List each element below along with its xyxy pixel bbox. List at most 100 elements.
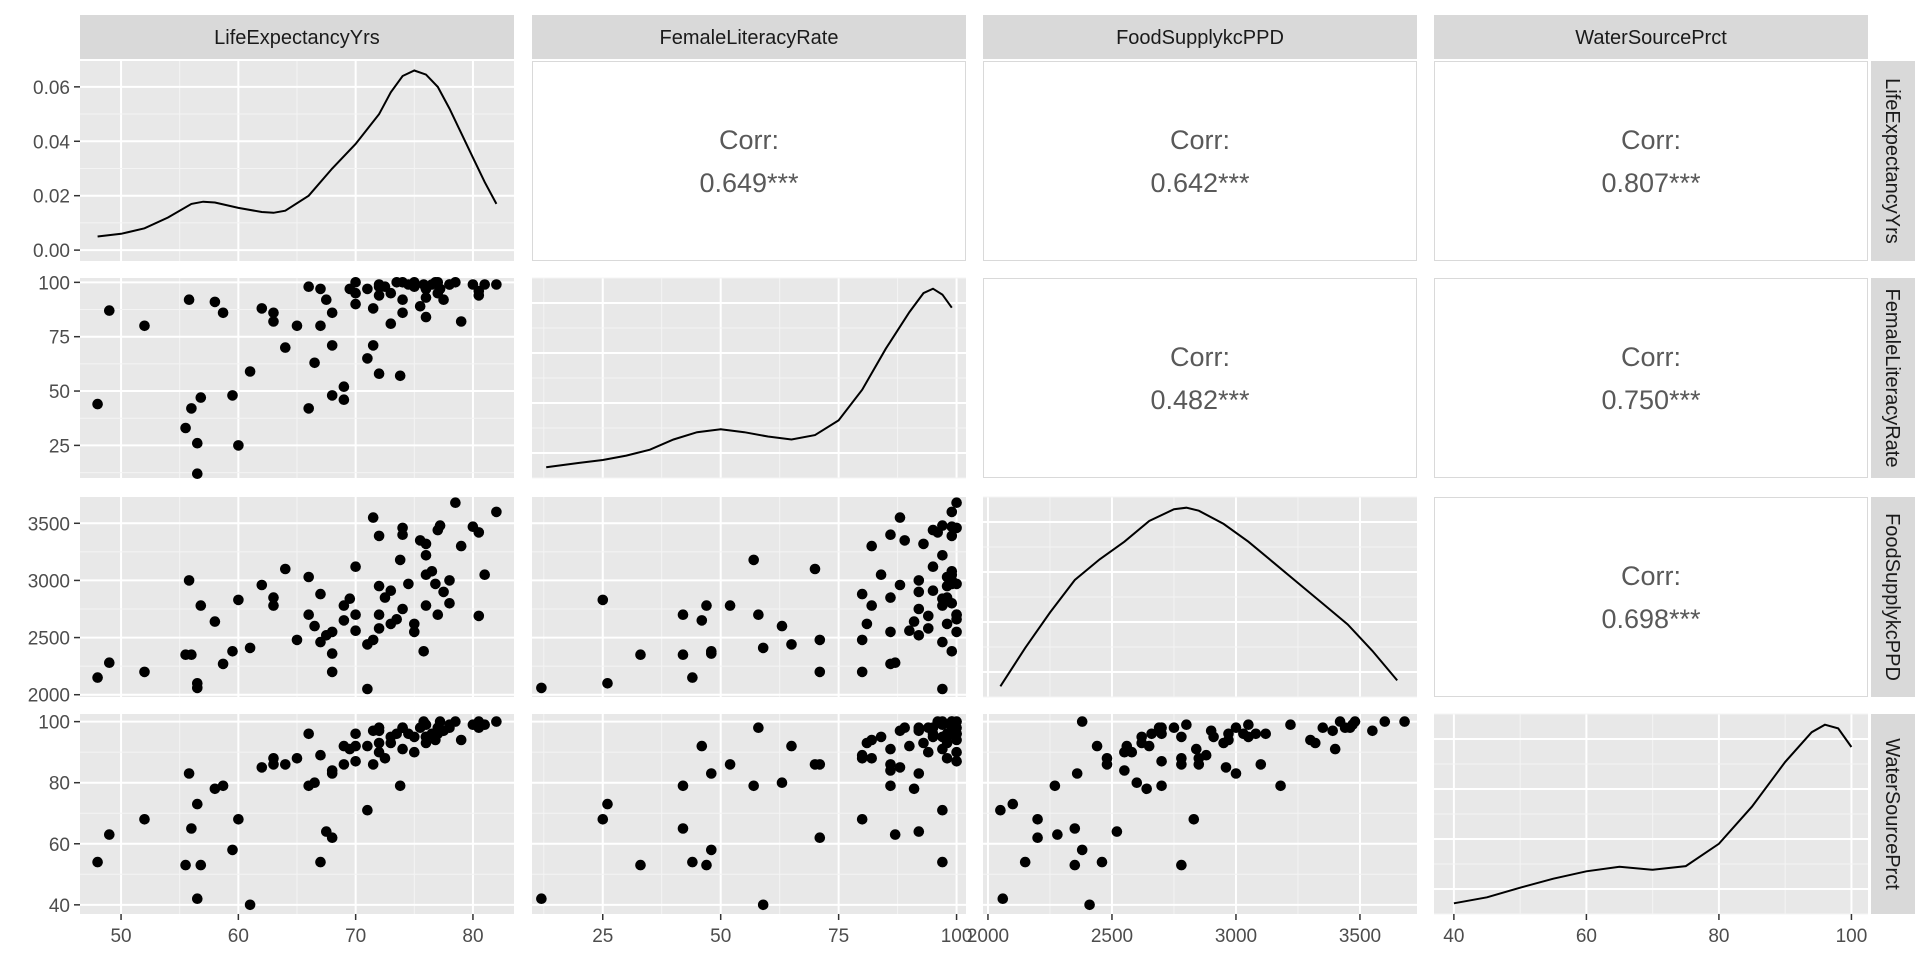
scatter-point	[946, 598, 958, 609]
scatter-point	[866, 734, 877, 746]
panel-background	[532, 714, 966, 914]
scatter-point	[937, 683, 948, 695]
scatter-point	[321, 294, 332, 306]
scatter-point	[420, 283, 432, 295]
scatter-point	[373, 290, 385, 301]
scatter-point	[885, 765, 896, 776]
scatter-point	[367, 303, 379, 314]
scatter-point	[473, 527, 485, 538]
panel-r1-c1	[532, 277, 966, 479]
scatter-point	[397, 743, 408, 755]
scatter-point	[913, 603, 925, 615]
scatter-point	[706, 768, 717, 779]
row-strip	[1871, 278, 1915, 478]
scatter-point	[913, 826, 925, 837]
scatter-point	[450, 497, 461, 509]
scatter-point	[209, 783, 221, 795]
scatter-point	[1230, 768, 1242, 779]
corr-value: 0.482***	[1150, 385, 1250, 415]
scatter-point	[303, 609, 315, 620]
scatter-point	[139, 666, 150, 678]
scatter-point	[908, 783, 920, 795]
scatter-point	[367, 512, 379, 523]
scatter-point	[885, 529, 896, 540]
scatter-point	[104, 305, 115, 316]
x-tick-label: 80	[462, 926, 483, 947]
scatter-point	[1191, 743, 1202, 755]
scatter-point	[338, 600, 350, 611]
scatter-point	[195, 859, 207, 871]
scatter-point	[937, 550, 948, 561]
scatter-point	[455, 734, 467, 746]
scatter-point	[861, 618, 873, 630]
scatter-point	[444, 598, 455, 609]
scatter-point	[786, 639, 797, 650]
scatter-point	[373, 368, 385, 380]
scatter-point	[326, 390, 338, 401]
corr-value: 0.750***	[1601, 385, 1701, 415]
scatter-point	[92, 856, 103, 868]
x-tick-label: 100	[941, 926, 973, 947]
scatter-point	[687, 856, 698, 868]
corr-value: 0.649***	[699, 168, 799, 198]
scatter-point	[373, 609, 385, 620]
panel-r1-c0	[80, 278, 514, 478]
scatter-point	[379, 753, 391, 764]
scatter-point	[918, 737, 929, 749]
scatter-point	[677, 649, 689, 660]
scatter-point	[809, 563, 821, 575]
scatter-point	[280, 759, 291, 770]
column-strip-label: LifeExpectancyYrs	[214, 27, 380, 49]
scatter-point	[180, 422, 191, 434]
scatter-point	[180, 859, 191, 871]
scatter-point	[696, 740, 708, 752]
x-tick-label: 50	[110, 926, 131, 947]
y-tick-label: 2500	[28, 629, 70, 650]
corr-label: Corr:	[1170, 342, 1230, 372]
scatter-point	[227, 390, 238, 401]
scatter-point	[856, 814, 868, 825]
scatter-point	[866, 753, 877, 764]
scatter-point	[303, 281, 315, 293]
scatter-point	[183, 768, 195, 779]
scatter-point	[885, 658, 896, 670]
panel-background	[983, 278, 1417, 478]
scatter-point	[420, 600, 432, 611]
scatter-point	[92, 672, 103, 683]
scatter-point	[373, 737, 385, 749]
scatter-point	[291, 634, 303, 646]
scatter-point	[941, 753, 953, 764]
scatter-point	[268, 307, 279, 319]
scatter-point	[104, 657, 115, 668]
scatter-point	[1032, 814, 1043, 825]
x-tick-label: 40	[1443, 926, 1464, 947]
panel-r0-c1	[532, 61, 966, 261]
scatter-point	[434, 520, 446, 531]
y-tick-label: 25	[49, 436, 70, 457]
scatter-point	[183, 575, 195, 586]
scatter-point	[918, 538, 929, 550]
scatter-point	[1168, 722, 1180, 733]
panel-r3-c0	[80, 714, 514, 914]
scatter-point	[350, 625, 361, 636]
scatter-point	[256, 579, 268, 591]
x-tick-label: 3000	[1215, 926, 1257, 947]
scatter-point	[856, 749, 868, 761]
scatter-point	[937, 856, 948, 868]
panel-r3-c2	[983, 714, 1417, 914]
scatter-point	[1176, 731, 1187, 743]
scatter-point	[1007, 798, 1019, 810]
scatter-point	[256, 303, 268, 314]
scatter-point	[951, 746, 962, 758]
scatter-point	[913, 630, 925, 641]
y-tick-label: 40	[49, 896, 70, 917]
panel-r1-c3	[1434, 278, 1868, 478]
scatter-point	[326, 307, 338, 319]
scatter-point	[894, 579, 906, 591]
scatter-point	[192, 682, 203, 694]
scatter-point	[268, 600, 279, 611]
x-tick-label: 70	[345, 926, 366, 947]
scatter-point	[438, 586, 449, 598]
scatter-point	[455, 540, 467, 552]
scatter-point	[1260, 728, 1271, 740]
